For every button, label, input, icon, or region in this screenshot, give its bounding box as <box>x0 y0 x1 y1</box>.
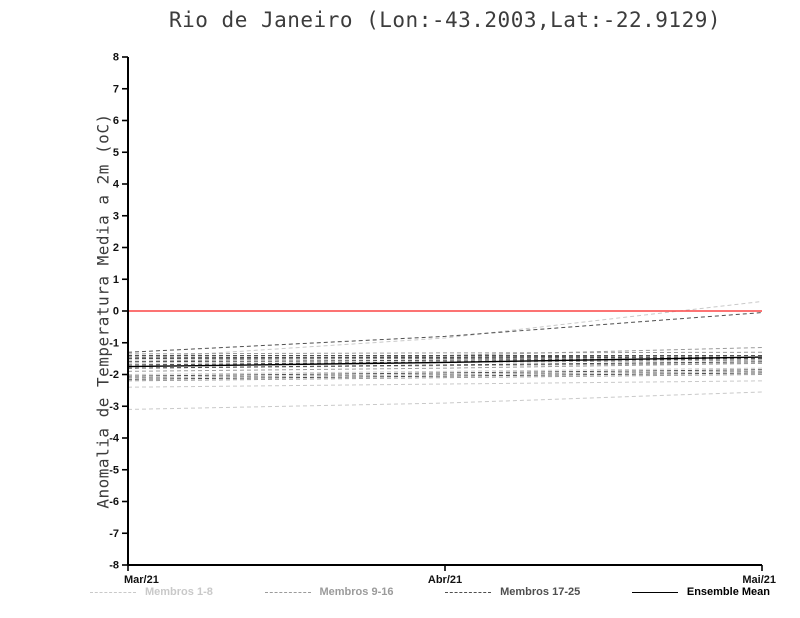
y-tick-label: 0 <box>113 306 119 318</box>
member-line <box>127 351 763 355</box>
legend-label: Membros 1-8 <box>145 586 213 598</box>
member-line <box>127 380 763 388</box>
legend: Membros 1-8 Membros 9-16 Membros 17-25 E… <box>90 586 770 598</box>
y-tick-label: -3 <box>109 401 119 413</box>
y-tick-label: 2 <box>113 242 119 254</box>
member-line <box>127 370 763 379</box>
x-tick-label: Mar/21 <box>124 574 159 586</box>
y-tick-label: 8 <box>113 52 119 64</box>
member-line <box>127 367 763 375</box>
member-line <box>127 374 763 382</box>
dashed-line-sample <box>90 591 136 593</box>
x-tick-label: Mai/21 <box>742 574 776 586</box>
member-line <box>127 361 763 369</box>
y-tick-label: -1 <box>109 337 119 349</box>
y-tick-label: 4 <box>113 179 120 191</box>
chart-title: Rio de Janeiro (Lon:-43.2003,Lat:-22.912… <box>168 8 721 32</box>
y-tick-label: 3 <box>113 210 119 222</box>
member-line <box>127 356 763 359</box>
member-line <box>127 369 763 377</box>
member-line <box>127 362 763 372</box>
y-tick-label: -8 <box>109 560 119 572</box>
member-line <box>127 391 763 410</box>
legend-label: Ensemble Mean <box>686 586 770 598</box>
legend-item-ensemble-mean: Ensemble Mean <box>631 586 770 598</box>
y-tick-label: 6 <box>113 115 119 127</box>
y-tick-label: -7 <box>109 528 119 540</box>
x-tick-label: Abr/21 <box>428 574 462 586</box>
legend-item-membros-17-25: Membros 17-25 <box>445 586 580 598</box>
y-tick-label: -2 <box>109 369 119 381</box>
legend-label: Membros 17-25 <box>500 586 581 598</box>
member-line <box>127 347 763 363</box>
dashed-line-sample <box>445 591 492 593</box>
ensemble-mean-line <box>127 356 763 368</box>
member-line <box>127 300 763 360</box>
legend-item-membros-1-8: Membros 1-8 <box>90 586 213 598</box>
y-tick-label: -6 <box>109 496 119 508</box>
y-tick-label: 7 <box>113 83 119 95</box>
legend-item-membros-9-16: Membros 9-16 <box>264 586 394 598</box>
y-tick-label: -5 <box>109 464 119 476</box>
solid-line-sample <box>631 591 678 593</box>
member-line <box>127 312 763 353</box>
dashed-line-sample <box>264 591 311 593</box>
y-tick-label: 5 <box>113 147 119 159</box>
y-tick-label: -4 <box>109 433 120 445</box>
member-line <box>127 354 763 360</box>
member-line <box>127 372 763 380</box>
y-tick-label: 1 <box>113 274 119 286</box>
legend-label: Membros 9-16 <box>319 586 394 598</box>
